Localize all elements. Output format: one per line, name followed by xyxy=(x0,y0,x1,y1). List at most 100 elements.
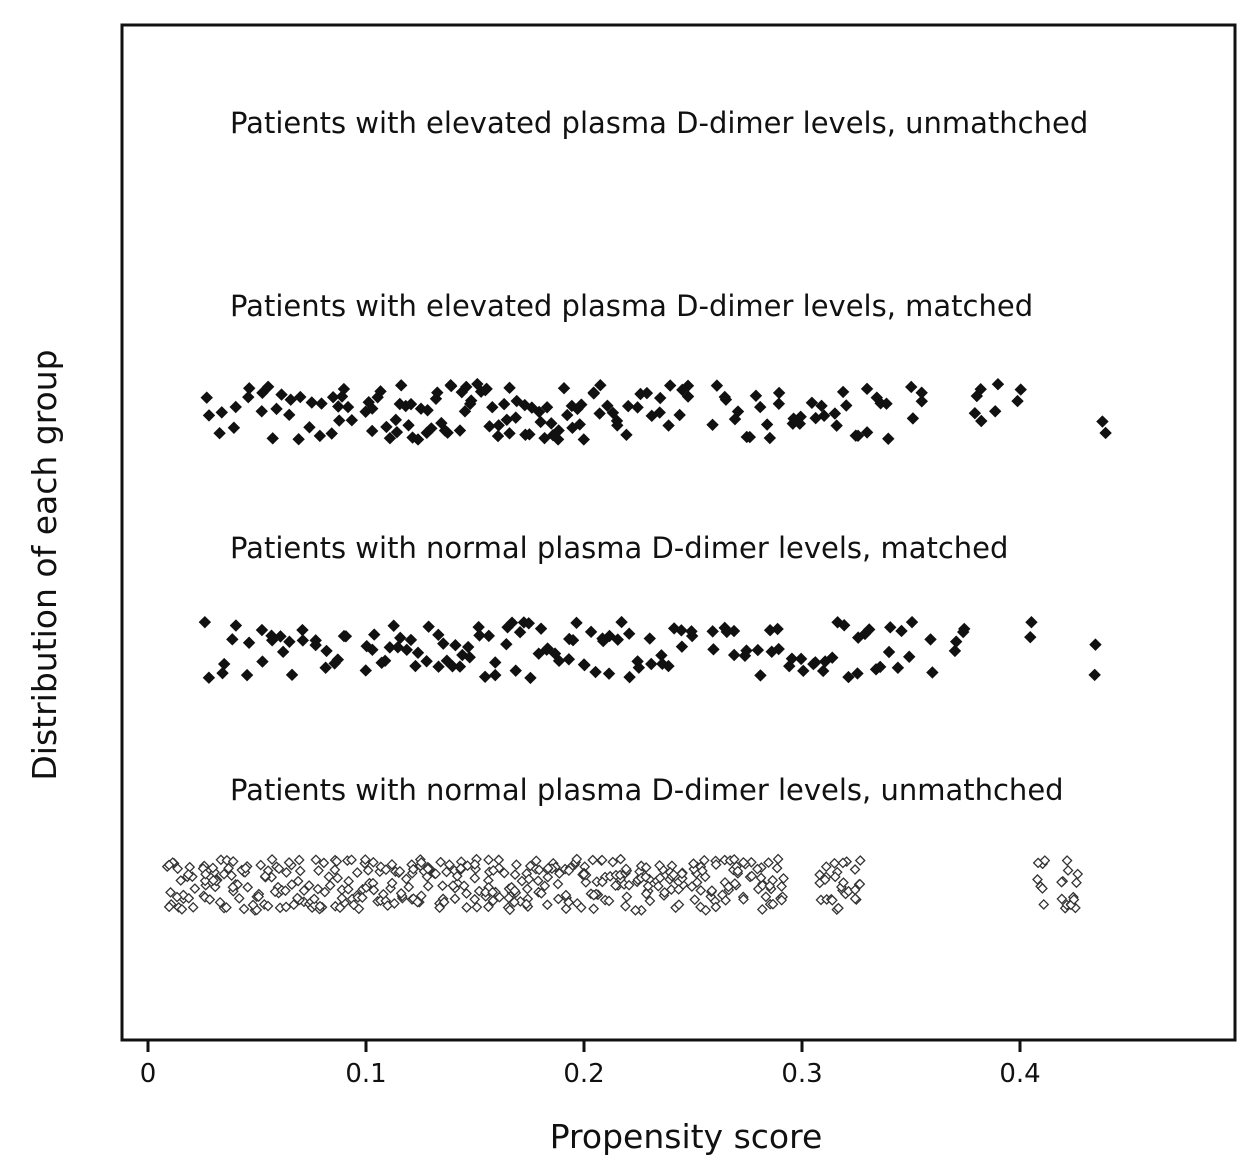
data-point xyxy=(395,887,407,899)
data-point xyxy=(447,880,459,892)
x-tick-label: 0.3 xyxy=(781,1059,822,1089)
data-point xyxy=(570,616,583,630)
data-point xyxy=(854,878,866,890)
data-point xyxy=(838,877,849,889)
data-point xyxy=(380,420,393,434)
data-point xyxy=(422,620,435,633)
data-point xyxy=(453,424,467,437)
data-point xyxy=(266,432,279,445)
data-point xyxy=(652,880,664,892)
data-point xyxy=(552,878,564,890)
data-point xyxy=(409,659,422,673)
data-point xyxy=(685,625,698,638)
data-point xyxy=(740,430,754,444)
data-point xyxy=(727,624,741,638)
data-point xyxy=(407,863,419,875)
data-point xyxy=(903,650,916,663)
data-point xyxy=(182,869,194,880)
data-point xyxy=(285,668,299,682)
data-point xyxy=(557,382,571,395)
data-point xyxy=(463,651,476,664)
data-point xyxy=(849,893,861,905)
data-point xyxy=(404,397,418,411)
data-point xyxy=(534,622,548,635)
data-point xyxy=(247,899,259,911)
data-point xyxy=(215,406,228,419)
data-point xyxy=(471,377,484,391)
data-point xyxy=(829,871,841,883)
data-point xyxy=(522,617,535,630)
data-point xyxy=(746,870,758,882)
data-point xyxy=(562,653,576,666)
data-point xyxy=(645,657,658,671)
data-point xyxy=(882,645,896,659)
data-point xyxy=(303,421,316,434)
data-point xyxy=(240,862,251,874)
data-point xyxy=(623,879,635,891)
data-point xyxy=(356,892,368,904)
data-point xyxy=(620,900,631,912)
data-point xyxy=(207,874,219,886)
data-point xyxy=(545,417,558,430)
data-point xyxy=(383,432,397,445)
data-point xyxy=(772,853,784,865)
data-point xyxy=(202,409,216,422)
data-point xyxy=(829,857,840,869)
data-point xyxy=(280,885,291,897)
data-point xyxy=(380,864,392,876)
data-point xyxy=(366,402,379,415)
data-point xyxy=(443,859,455,871)
data-point xyxy=(473,629,486,642)
data-point xyxy=(227,855,239,867)
data-point xyxy=(292,875,304,887)
data-point xyxy=(575,398,588,411)
data-point xyxy=(296,634,310,647)
data-point xyxy=(653,406,666,419)
data-point xyxy=(328,657,341,670)
data-point xyxy=(1071,877,1082,889)
data-point xyxy=(229,400,242,414)
data-point xyxy=(500,637,513,651)
data-point xyxy=(214,896,226,908)
data-point xyxy=(1062,865,1074,876)
data-point xyxy=(213,427,226,440)
data-point xyxy=(508,896,520,908)
data-point xyxy=(820,861,832,873)
data-point xyxy=(255,623,269,637)
data-point xyxy=(479,383,492,397)
data-point xyxy=(607,856,619,868)
data-point xyxy=(728,853,740,865)
data-point xyxy=(520,898,532,910)
data-point xyxy=(756,904,768,915)
data-point xyxy=(493,854,505,866)
data-point xyxy=(183,892,195,904)
data-point xyxy=(420,655,433,668)
data-point xyxy=(738,893,749,905)
data-point xyxy=(700,904,712,916)
data-point xyxy=(521,883,533,895)
data-point xyxy=(737,856,749,868)
group-labels: Patients with elevated plasma D-dimer le… xyxy=(230,106,1088,807)
data-point xyxy=(968,407,982,420)
data-point xyxy=(905,380,918,394)
data-point xyxy=(345,414,359,427)
data-point xyxy=(242,390,255,404)
data-point xyxy=(905,615,919,629)
data-point xyxy=(860,382,874,396)
data-point xyxy=(346,854,357,866)
data-point xyxy=(577,433,591,446)
data-point xyxy=(460,380,473,394)
data-point xyxy=(494,891,505,903)
data-point xyxy=(218,868,230,880)
data-point xyxy=(882,432,895,445)
data-point xyxy=(458,880,470,892)
data-point xyxy=(860,426,874,439)
data-point xyxy=(366,643,379,657)
data-point xyxy=(415,890,427,902)
data-point xyxy=(689,894,701,906)
data-point xyxy=(171,891,183,903)
data-point xyxy=(654,391,667,405)
data-point xyxy=(261,380,275,394)
data-point xyxy=(532,647,545,660)
data-point xyxy=(461,888,472,899)
